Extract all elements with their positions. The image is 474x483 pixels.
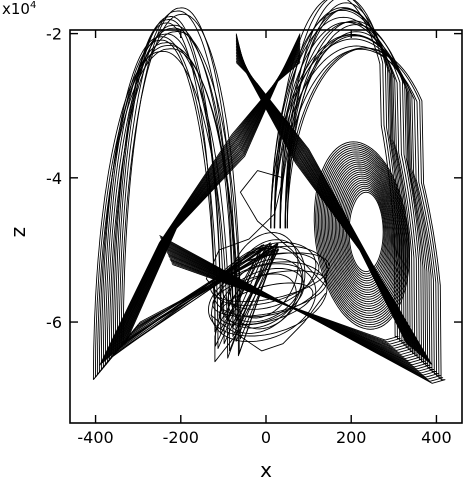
- left-lobe-curve: [122, 7, 277, 344]
- crossing-curve: [100, 60, 301, 365]
- crossing-curve: [102, 59, 301, 364]
- center-cluster-curve: [228, 232, 299, 319]
- left-lobe-curve: [92, 50, 271, 380]
- axis-ticks: -400 -200 0 200 400 -2 -4 -6: [46, 25, 462, 447]
- y-multiplier-base: x10: [2, 0, 30, 18]
- left-lobe-curve: [118, 10, 275, 349]
- right-lobe-curve: [164, 31, 428, 368]
- left-lobe-curve: [100, 36, 265, 371]
- y-tick-label: -6: [46, 313, 62, 332]
- x-tick-label: -400: [77, 428, 113, 447]
- x-tick-label: -200: [163, 428, 199, 447]
- x-tick-label: 200: [336, 428, 367, 447]
- crossing-curve: [99, 62, 301, 366]
- crossing-curve: [103, 57, 301, 363]
- loop-curve: [210, 292, 327, 352]
- x-axis-label: x: [260, 458, 272, 482]
- center-cluster-curve: [212, 245, 328, 318]
- y-axis-label: z: [9, 227, 33, 238]
- x-tick-label: 0: [261, 428, 271, 447]
- left-lobe-curve: [96, 48, 279, 376]
- trajectory-layer: [92, 0, 446, 384]
- left-lobe-curve: [120, 13, 280, 347]
- right-lobe-curve: [166, 21, 421, 362]
- left-lobe-curve: [108, 31, 280, 361]
- y-multiplier-exponent: 4: [30, 0, 36, 11]
- left-lobe-curve: [112, 19, 267, 356]
- left-lobe-curve: [110, 24, 275, 359]
- crossing-curve: [235, 33, 408, 344]
- crossing-curve: [124, 33, 301, 344]
- center-cluster-curve: [220, 246, 304, 329]
- y-tick-label: -4: [46, 169, 62, 188]
- loop-curve: [205, 170, 327, 363]
- right-lobe-curve: [165, 20, 424, 364]
- center-cluster-curve: [211, 263, 317, 343]
- y-multiplier-label: x104: [2, 0, 36, 18]
- y-tick-label: -2: [46, 25, 62, 44]
- left-lobe-curve: [116, 16, 267, 352]
- crossing-curve: [106, 54, 301, 360]
- left-lobe-curve: [102, 39, 263, 368]
- center-cluster-curve: [230, 239, 306, 330]
- left-lobe-curve: [98, 42, 272, 373]
- left-lobe-curve: [106, 27, 277, 364]
- x-tick-label: 400: [421, 428, 452, 447]
- center-cluster-curve: [218, 282, 314, 326]
